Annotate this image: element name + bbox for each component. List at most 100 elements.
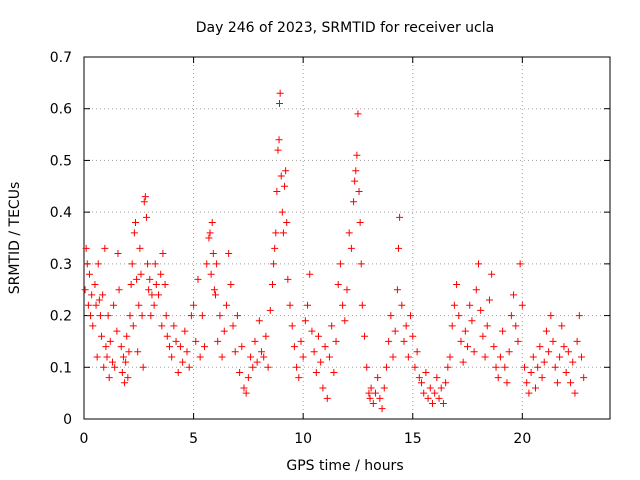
data-point bbox=[536, 343, 544, 351]
data-point bbox=[253, 358, 261, 366]
data-point bbox=[569, 358, 577, 366]
data-point bbox=[151, 260, 159, 268]
data-point bbox=[139, 363, 147, 371]
data-point bbox=[516, 260, 524, 268]
data-point bbox=[470, 348, 478, 356]
data-point bbox=[499, 327, 507, 335]
data-point bbox=[310, 348, 318, 356]
data-point bbox=[448, 322, 456, 330]
data-point bbox=[457, 337, 465, 345]
data-point bbox=[453, 281, 461, 289]
data-point bbox=[168, 353, 176, 361]
data-point bbox=[363, 363, 371, 371]
chart-title: Day 246 of 2023, SRMTID for receiver ucl… bbox=[196, 20, 494, 36]
data-point bbox=[275, 100, 283, 108]
data-point bbox=[281, 182, 289, 190]
data-point bbox=[571, 389, 579, 397]
data-point bbox=[176, 343, 184, 351]
data-point bbox=[220, 327, 228, 335]
data-point bbox=[242, 389, 250, 397]
data-point bbox=[268, 281, 276, 289]
data-point bbox=[492, 363, 500, 371]
data-point bbox=[450, 301, 458, 309]
data-point bbox=[146, 275, 154, 283]
data-point bbox=[343, 286, 351, 294]
data-point bbox=[274, 146, 282, 154]
data-point bbox=[124, 374, 132, 382]
data-point bbox=[144, 260, 152, 268]
data-point bbox=[466, 301, 474, 309]
data-point bbox=[380, 384, 388, 392]
data-point bbox=[145, 286, 153, 294]
data-point bbox=[542, 327, 550, 335]
data-point bbox=[122, 358, 130, 366]
data-point bbox=[351, 177, 359, 185]
data-point bbox=[83, 260, 91, 268]
x-tick-label: 10 bbox=[294, 431, 312, 447]
data-point bbox=[238, 343, 246, 351]
data-point bbox=[282, 167, 290, 175]
data-point bbox=[283, 218, 291, 226]
data-point bbox=[477, 306, 485, 314]
data-point bbox=[92, 301, 100, 309]
data-point bbox=[111, 363, 119, 371]
data-point bbox=[496, 353, 504, 361]
data-point bbox=[545, 348, 553, 356]
data-point bbox=[152, 281, 160, 289]
data-point bbox=[293, 363, 301, 371]
data-point bbox=[325, 353, 333, 361]
data-point bbox=[319, 384, 327, 392]
data-point bbox=[562, 368, 570, 376]
data-point bbox=[150, 301, 158, 309]
data-point bbox=[301, 317, 309, 325]
data-point bbox=[101, 244, 109, 252]
data-point bbox=[514, 337, 522, 345]
plot-frame bbox=[83, 56, 611, 420]
data-point bbox=[123, 332, 131, 340]
data-point bbox=[402, 322, 410, 330]
data-point bbox=[431, 389, 439, 397]
data-point bbox=[183, 348, 191, 356]
data-point bbox=[538, 374, 546, 382]
data-point bbox=[229, 322, 237, 330]
data-point bbox=[127, 281, 135, 289]
data-point bbox=[89, 322, 97, 330]
data-point bbox=[258, 348, 266, 356]
data-point bbox=[284, 275, 292, 283]
data-point bbox=[99, 291, 107, 299]
data-point bbox=[231, 348, 239, 356]
data-point bbox=[198, 312, 206, 320]
data-point bbox=[276, 89, 284, 97]
data-point bbox=[455, 312, 463, 320]
data-point bbox=[330, 368, 338, 376]
data-point bbox=[339, 301, 347, 309]
data-point bbox=[135, 301, 143, 309]
data-point bbox=[385, 337, 393, 345]
data-point bbox=[510, 291, 518, 299]
data-point bbox=[290, 343, 298, 351]
data-point bbox=[174, 368, 182, 376]
data-point bbox=[353, 151, 361, 159]
data-point bbox=[483, 322, 491, 330]
data-point bbox=[378, 405, 386, 413]
data-point bbox=[575, 312, 583, 320]
data-point bbox=[442, 379, 450, 387]
data-point bbox=[205, 234, 213, 242]
data-point bbox=[485, 296, 493, 304]
data-point bbox=[142, 213, 150, 221]
data-point bbox=[163, 332, 171, 340]
data-point bbox=[352, 167, 360, 175]
data-point bbox=[354, 110, 362, 118]
data-point bbox=[488, 270, 496, 278]
data-point bbox=[464, 343, 472, 351]
data-point bbox=[567, 379, 575, 387]
x-tick-label: 20 bbox=[513, 431, 531, 447]
data-point bbox=[387, 312, 395, 320]
data-point bbox=[179, 358, 187, 366]
grid-lines bbox=[84, 57, 610, 419]
data-point bbox=[240, 384, 248, 392]
data-point bbox=[222, 301, 230, 309]
data-point bbox=[206, 229, 214, 237]
data-point bbox=[117, 343, 125, 351]
